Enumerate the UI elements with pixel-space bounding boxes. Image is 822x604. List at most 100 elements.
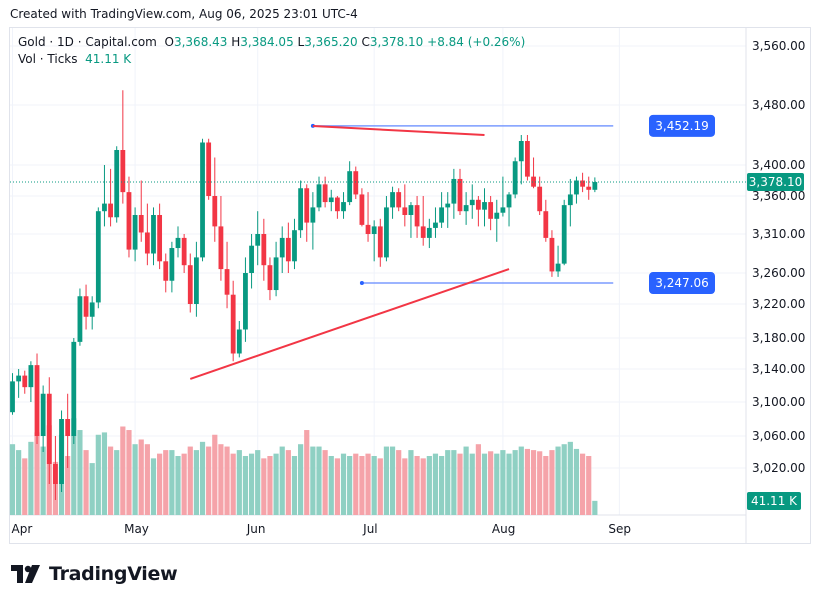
candle (377, 218, 383, 267)
chart-caption: Created with TradingView.com, Aug 06, 20… (10, 7, 358, 21)
candle-body (206, 142, 212, 196)
volume-bar (555, 446, 561, 515)
candles (10, 90, 598, 500)
candle (512, 157, 518, 199)
candle (549, 230, 555, 277)
volume-bar (114, 450, 120, 515)
legend-low-label: L (297, 35, 305, 49)
volume-bar (95, 434, 101, 515)
candle (408, 202, 414, 238)
candle-body (132, 215, 138, 250)
price-tick-label: 3,100.00 (752, 395, 805, 409)
volume-bar (175, 456, 181, 515)
volume-bar (567, 441, 573, 515)
candle (500, 176, 506, 217)
drawings[interactable]: 3,452.19 3,247.06 (10, 114, 746, 380)
candle (396, 188, 402, 212)
tradingview-brand[interactable]: TradingView (11, 563, 178, 585)
candle-body (83, 296, 89, 317)
price-axis[interactable]: 3,560.00 3,480.00 3,400.00 3,360.00 3,310.00… (747, 39, 805, 510)
volume-bar (383, 446, 390, 515)
candle-body (236, 329, 242, 354)
volume-bar (549, 450, 555, 515)
time-tick-label: Sep (608, 522, 631, 536)
legend-low: 3,365.20 (304, 35, 358, 49)
candle-body (261, 234, 267, 266)
volume-bar (169, 450, 175, 515)
trend-line[interactable] (312, 125, 485, 136)
candle-body (243, 273, 248, 330)
volume-bar (469, 453, 475, 515)
candle (40, 385, 46, 452)
candle-body (426, 227, 432, 238)
candle (28, 361, 34, 402)
candle (580, 172, 585, 193)
candle (261, 218, 267, 281)
candle-body (298, 188, 304, 231)
volume-bar (316, 446, 322, 515)
price-level-label-box[interactable] (649, 272, 715, 295)
candle-body (328, 197, 334, 203)
candle-body (34, 365, 40, 436)
candle-body (181, 237, 187, 266)
candle (390, 186, 395, 219)
time-axis[interactable]: Apr May Jun Jul Aug Sep (12, 522, 631, 536)
candle (402, 184, 408, 227)
candle (34, 353, 40, 444)
volume-bar (163, 450, 169, 515)
candle-body (433, 222, 438, 228)
volume-bar (524, 448, 531, 515)
candle (433, 207, 438, 238)
legend-volume-row: Vol · Ticks 41.11 K (18, 51, 525, 68)
volume-bar (138, 439, 144, 515)
candle (353, 166, 359, 200)
legend-high-label: H (231, 35, 241, 49)
candle-body (108, 203, 113, 218)
candle-body (40, 393, 46, 436)
volume-bar (224, 446, 230, 515)
price-level-label-box[interactable] (649, 114, 715, 137)
volume-bar (432, 453, 439, 515)
candle-body (408, 205, 414, 215)
candle (279, 226, 285, 273)
candle (531, 157, 536, 189)
legend-symbol[interactable]: Gold · 1D · Capital.com (18, 35, 157, 49)
volume-bar (445, 450, 451, 515)
candle-body (267, 265, 273, 291)
candle-body (230, 294, 236, 354)
candle (420, 196, 426, 246)
volume-bar (16, 450, 22, 515)
price-tick-label: 3,260.00 (752, 266, 805, 280)
volume-bar (248, 453, 255, 515)
price-tick-label: 3,310.00 (752, 227, 805, 241)
candle (16, 369, 22, 398)
volume-bar (126, 430, 132, 515)
candle-body (482, 202, 487, 210)
volume-bar (120, 426, 126, 515)
price-level-label: 3,247.06 (655, 276, 708, 290)
candle (175, 226, 181, 258)
candle-body (341, 202, 346, 212)
trend-line[interactable] (189, 268, 510, 380)
candle (304, 184, 310, 242)
candle (328, 189, 334, 212)
legend-volume-label[interactable]: Vol · Ticks (18, 52, 78, 66)
volume-bar (279, 446, 285, 515)
candle-body (463, 205, 469, 212)
volume-bar (396, 450, 402, 515)
volume-bar (573, 448, 580, 515)
price-tick-label: 3,060.00 (752, 429, 805, 443)
candle (22, 370, 28, 394)
candle-body (218, 226, 224, 270)
candle-body (506, 194, 512, 208)
candle-body (144, 232, 150, 254)
candle (555, 245, 561, 277)
volume-bar (71, 418, 77, 515)
candle (482, 188, 487, 227)
candle-body (157, 215, 163, 262)
candle (218, 196, 224, 281)
candle (59, 410, 64, 492)
volume-bar (451, 450, 457, 515)
horizontal-line-anchor (359, 281, 364, 286)
